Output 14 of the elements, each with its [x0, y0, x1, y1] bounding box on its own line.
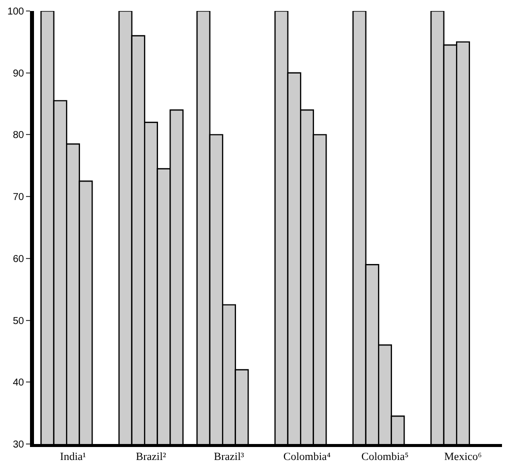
y-tick-label: 100: [7, 6, 24, 18]
y-tick-label: 40: [12, 378, 24, 389]
x-tick-label: Colombia⁵: [361, 451, 409, 464]
y-tick-label: 50: [12, 316, 24, 327]
y-tick-label: 60: [12, 254, 24, 265]
y-tick-label: 70: [12, 192, 24, 204]
x-tick-label: Mexico⁶: [444, 451, 482, 464]
y-tick-label: 80: [12, 130, 24, 142]
x-tick-label: Brazil²: [136, 451, 167, 464]
x-tick-label: Brazil³: [214, 451, 245, 464]
y-tick-label: 30: [12, 440, 24, 450]
y-tick-label: 90: [12, 68, 24, 80]
x-tick-label: Colombia⁴: [283, 451, 331, 464]
x-tick-label: India¹: [60, 451, 86, 464]
